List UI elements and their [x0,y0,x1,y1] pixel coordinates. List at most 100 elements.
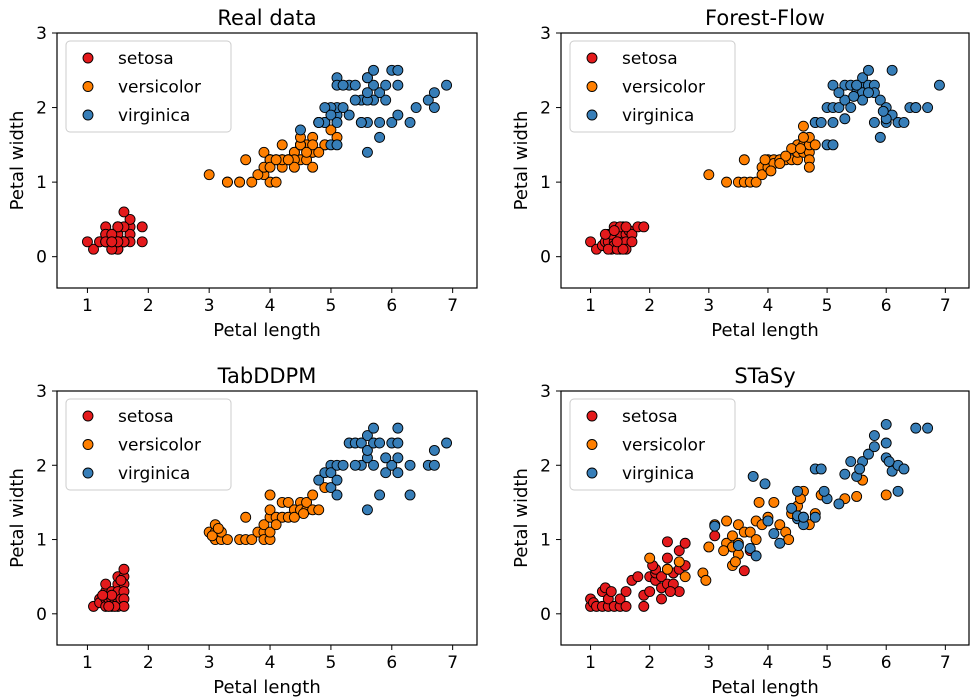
data-point-virginica [883,456,895,468]
y-axis-label: Petal width [7,468,28,568]
data-point-versicolor [774,158,786,169]
data-point-versicolor [307,489,319,501]
data-point-setosa [118,600,130,612]
y-tick-label: 1 [36,531,47,551]
x-tick-label: 3 [204,296,215,316]
x-tick-label: 1 [82,296,93,316]
data-point-virginica [361,504,373,516]
data-point-setosa [605,586,617,597]
data-point-setosa [81,236,93,248]
data-point-virginica [319,102,331,114]
data-point-setosa [664,586,676,597]
data-point-virginica [768,528,780,540]
y-tick-label: 0 [540,605,551,625]
x-tick-label: 4 [265,653,276,673]
x-axis-label: Petal length [711,677,818,698]
y-tick-label: 2 [540,456,551,476]
data-point-versicolor [307,139,319,151]
data-point-versicolor [774,519,786,531]
y-tick-label: 1 [36,173,47,193]
legend-label-setosa: setosa [622,49,678,69]
data-point-virginica [868,441,880,453]
data-point-setosa [738,565,750,577]
data-point-versicolor [276,139,288,151]
data-point-virginica [833,87,845,99]
legend-marker-setosa [586,52,598,64]
data-point-versicolor [234,176,246,188]
data-point-versicolor [203,169,215,181]
legend-label-versicolor: versicolor [118,436,201,456]
y-tick-label: 3 [36,382,47,402]
data-point-virginica [815,117,827,128]
data-point-setosa [632,571,644,583]
data-point-virginica [868,430,880,442]
data-point-versicolor [721,515,733,527]
data-point-virginica [374,437,386,449]
data-point-versicolor [795,143,806,155]
data-point-setosa [679,537,691,549]
data-point-setosa [112,221,124,233]
data-point-versicolor [661,563,673,575]
data-point-versicolor [313,504,325,516]
data-point-virginica [874,94,886,106]
data-point-virginica [848,90,860,102]
x-axis-label: Petal length [213,677,320,698]
data-point-versicolor [768,496,780,508]
data-point-versicolor [240,154,252,166]
data-point-virginica [441,437,453,449]
data-point-virginica [392,109,404,121]
data-point-virginica [404,459,416,471]
data-point-virginica [368,79,379,91]
data-point-virginica [845,102,857,114]
data-point-setosa [617,243,629,255]
chart-title: STaSy [734,364,795,388]
x-tick-label: 1 [585,653,596,673]
x-tick-label: 7 [940,296,951,316]
legend: setosa versicolor virginica [65,40,232,133]
legend-frame [569,398,736,491]
chart-panel-real-data: Real data 1 2 3 4 5 6 7 0 1 2 3 Petal length Petal wi… [7,6,478,341]
data-point-virginica [404,117,416,128]
data-point-virginica [331,489,343,501]
legend-marker-virginica [586,109,598,121]
data-point-virginica [361,146,373,158]
data-point-virginica [392,422,404,434]
x-tick-label: 6 [881,653,892,673]
legend-marker-setosa [82,410,94,422]
y-tick-label: 3 [36,24,47,44]
series-virginica [809,64,945,151]
legend-label-virginica: virginica [118,464,190,484]
data-point-versicolor [270,519,282,531]
chart-title: TabDDPM [217,364,317,388]
data-point-versicolor [282,154,294,166]
data-point-versicolor [673,556,685,568]
y-tick-label: 0 [36,605,47,625]
x-tick-label: 5 [325,296,336,316]
data-point-virginica [325,467,337,479]
data-point-setosa [136,236,148,248]
x-tick-label: 6 [386,296,397,316]
data-point-setosa [88,243,99,255]
data-point-virginica [337,459,349,471]
legend-marker-virginica [82,467,94,479]
data-point-virginica [349,459,361,471]
x-tick-label: 4 [763,653,774,673]
x-tick-label: 7 [447,653,458,673]
data-point-versicolor [313,146,325,158]
data-point-versicolor [301,146,313,158]
data-point-virginica [933,79,945,91]
data-point-versicolor [721,176,733,188]
data-point-virginica [863,64,874,76]
data-point-virginica [922,422,934,434]
legend-marker-versicolor [82,81,94,92]
y-axis-label: Petal width [7,111,28,211]
data-point-virginica [374,489,386,501]
data-point-versicolor [718,545,730,557]
data-point-setosa [115,574,127,586]
data-point-setosa [638,600,650,612]
data-point-virginica [786,502,798,514]
x-axis-label: Petal length [711,320,818,341]
data-point-versicolor [221,176,233,188]
data-point-virginica [337,102,349,114]
data-point-setosa [100,578,112,590]
